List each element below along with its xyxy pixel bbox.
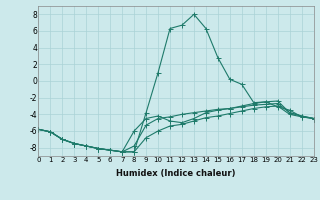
X-axis label: Humidex (Indice chaleur): Humidex (Indice chaleur) xyxy=(116,169,236,178)
